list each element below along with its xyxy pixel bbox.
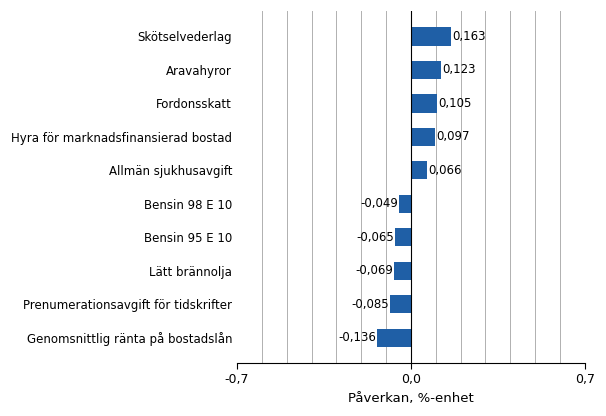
Text: 0,066: 0,066 bbox=[428, 164, 462, 177]
Bar bbox=[411, 128, 435, 146]
X-axis label: Påverkan, %-enhet: Påverkan, %-enhet bbox=[348, 392, 474, 405]
Bar bbox=[411, 61, 442, 79]
Text: -0,049: -0,049 bbox=[360, 197, 398, 210]
Bar bbox=[377, 329, 411, 347]
Bar bbox=[394, 262, 411, 280]
Text: 0,123: 0,123 bbox=[442, 63, 476, 76]
Bar bbox=[411, 94, 437, 112]
Bar bbox=[399, 195, 411, 213]
Text: -0,069: -0,069 bbox=[355, 264, 393, 277]
Text: -0,065: -0,065 bbox=[356, 231, 394, 244]
Bar bbox=[411, 161, 427, 179]
Text: -0,085: -0,085 bbox=[351, 298, 389, 311]
Bar bbox=[411, 27, 451, 45]
Bar bbox=[390, 295, 411, 313]
Text: 0,105: 0,105 bbox=[438, 97, 471, 110]
Text: 0,163: 0,163 bbox=[453, 30, 486, 43]
Text: 0,097: 0,097 bbox=[436, 130, 470, 143]
Text: -0,136: -0,136 bbox=[338, 331, 376, 344]
Bar bbox=[395, 228, 411, 246]
